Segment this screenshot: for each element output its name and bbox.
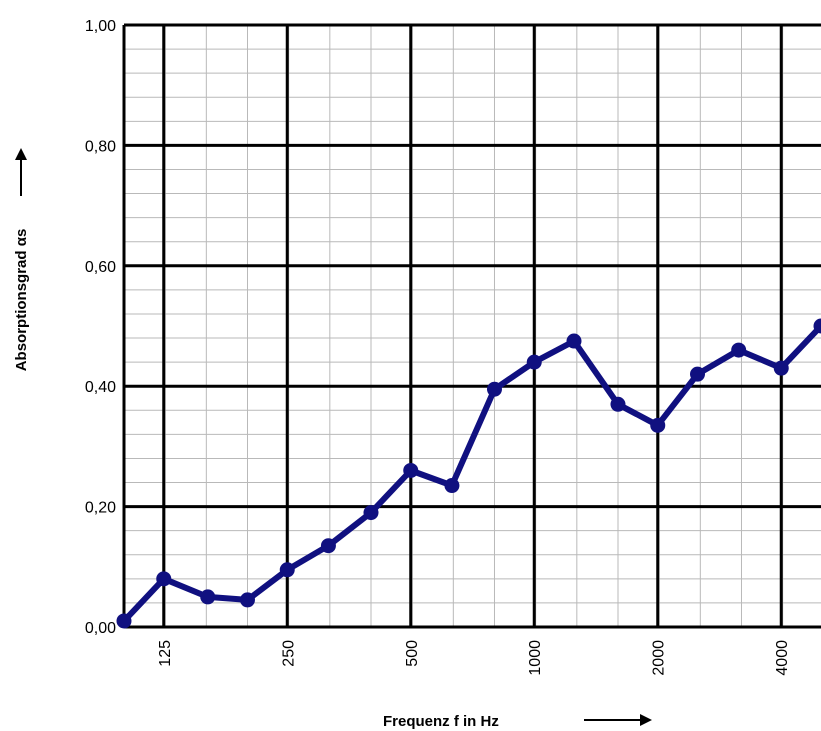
x-tick-label: 1000 — [527, 640, 544, 676]
data-point — [731, 342, 747, 358]
data-point — [403, 462, 419, 478]
x-axis-label: Frequenz f in Hz — [383, 713, 499, 730]
y-tick-label: 0,20 — [85, 500, 116, 517]
data-point — [526, 354, 542, 370]
x-tick-label: 125 — [157, 640, 174, 667]
data-point — [320, 538, 336, 554]
data-point — [690, 366, 706, 382]
series-layer — [116, 318, 821, 629]
x-tick-label: 2000 — [651, 640, 668, 676]
x-tick-label: 250 — [280, 640, 297, 667]
series-line — [121, 323, 821, 624]
data-point — [239, 592, 255, 608]
y-tick-label: 1,00 — [85, 18, 116, 35]
y-tick-label: 0,80 — [85, 138, 116, 155]
y-tick-label: 0,00 — [85, 620, 116, 637]
data-point — [444, 478, 460, 494]
data-point — [773, 360, 789, 376]
x-tick-label: 4000 — [774, 640, 791, 676]
data-point — [610, 396, 626, 412]
y-tick-label: 0,40 — [85, 379, 116, 396]
data-point — [566, 333, 582, 349]
data-point — [156, 571, 172, 587]
data-point — [200, 589, 216, 605]
major-grid — [122, 23, 821, 629]
data-point — [363, 505, 379, 521]
x-tick-labels: 125 250 500 1000 2000 4000 — [157, 640, 791, 676]
y-axis-arrow — [15, 148, 27, 196]
y-tick-labels: 0,00 0,20 0,40 0,60 0,80 1,00 — [85, 18, 116, 637]
data-point — [279, 562, 295, 578]
y-tick-label: 0,60 — [85, 259, 116, 276]
data-point — [650, 417, 666, 433]
data-point — [116, 613, 132, 629]
data-point — [486, 381, 502, 397]
x-axis-arrow — [584, 714, 652, 726]
y-axis-label: Absorptionsgrad αs — [13, 229, 30, 372]
x-tick-label: 500 — [404, 640, 421, 667]
data-point — [813, 318, 821, 334]
minor-grid — [123, 25, 821, 627]
